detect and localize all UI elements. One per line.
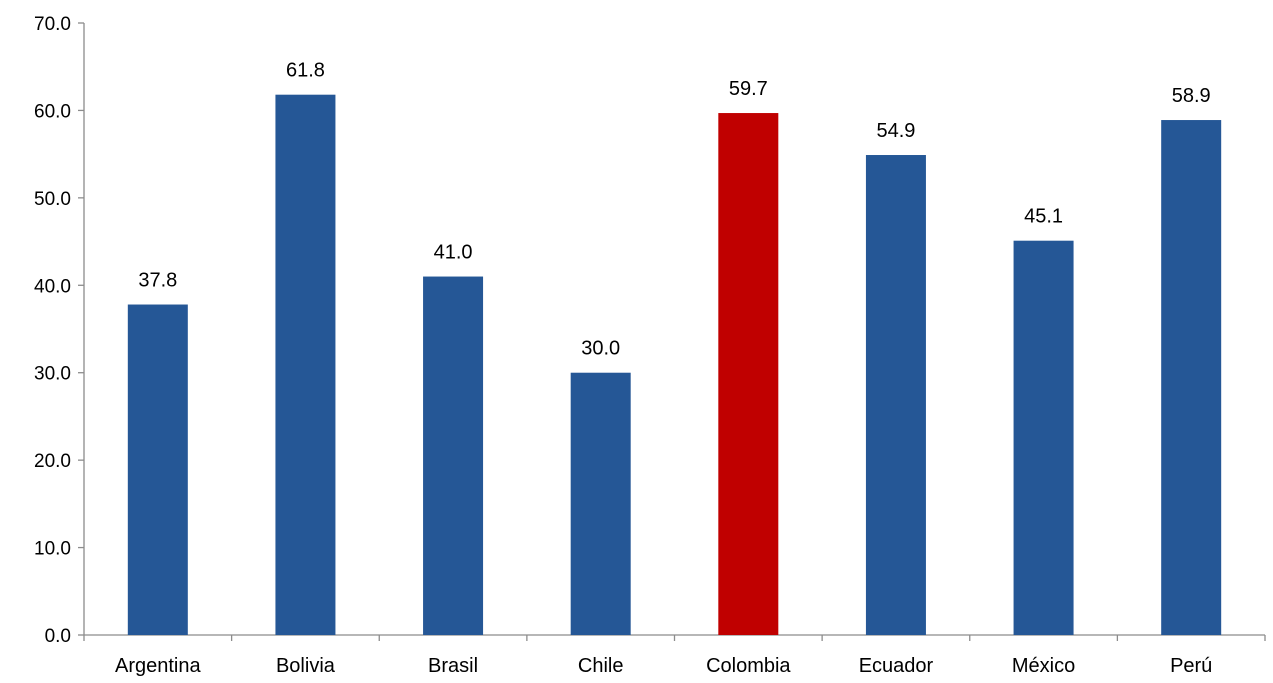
- x-category-label: Chile: [578, 655, 624, 677]
- data-labels: 37.8 61.8 41.0 30.0 59.7 54.9 45.1 58.9: [138, 60, 1210, 360]
- x-category-label: Brasil: [428, 655, 478, 677]
- bar-brasil: [423, 276, 484, 635]
- data-label: 54.9: [876, 120, 915, 142]
- data-label: 30.0: [581, 338, 620, 360]
- bar-ecuador: [865, 155, 926, 635]
- data-label: 41.0: [434, 242, 473, 264]
- data-label: 61.8: [286, 60, 325, 82]
- y-tick-label: 40.0: [34, 276, 71, 297]
- data-label: 37.8: [138, 270, 177, 292]
- y-tick-label: 10.0: [34, 539, 71, 560]
- y-tick-label: 30.0: [34, 364, 71, 385]
- bar-bolivia: [275, 94, 336, 636]
- bar-peru: [1161, 120, 1222, 635]
- x-category-label: Colombia: [706, 655, 791, 677]
- bar-colombia: [718, 113, 779, 635]
- y-tick-label: 0.0: [45, 626, 71, 647]
- bar-chile: [570, 372, 631, 635]
- y-tick-label: 70.0: [34, 14, 71, 35]
- data-label: 59.7: [729, 78, 768, 100]
- bar-mexico: [1013, 240, 1074, 635]
- x-category-label: Perú: [1170, 655, 1212, 677]
- data-label: 58.9: [1172, 85, 1211, 107]
- x-category-label: México: [1012, 655, 1075, 677]
- y-tick-label: 20.0: [34, 451, 71, 472]
- x-category-label: Bolivia: [276, 655, 336, 677]
- y-tick-label: 50.0: [34, 189, 71, 210]
- bar-argentina: [127, 304, 188, 635]
- data-label: 45.1: [1024, 206, 1063, 228]
- y-axis: 0.0 10.0 20.0 30.0 40.0 50.0 60.0 70.0: [34, 14, 85, 647]
- bars: [127, 94, 1222, 636]
- y-tick-label: 60.0: [34, 101, 71, 122]
- x-category-label: Ecuador: [859, 655, 934, 677]
- x-category-label: Argentina: [115, 655, 201, 677]
- x-axis: Argentina Bolivia Brasil Chile Colombia Ecuad…: [83, 634, 1266, 677]
